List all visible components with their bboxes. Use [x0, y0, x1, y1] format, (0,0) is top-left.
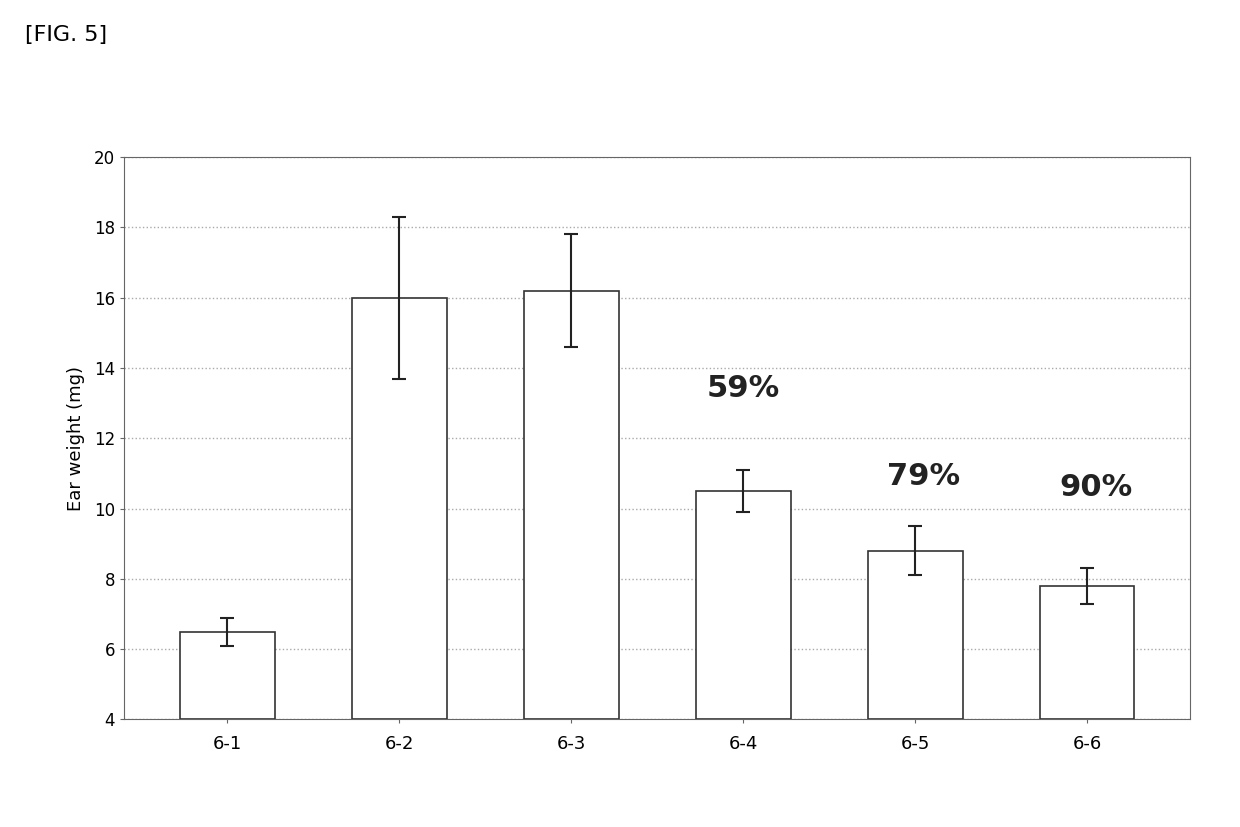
Bar	[696, 491, 791, 719]
Bar	[868, 551, 962, 719]
Bar	[180, 632, 274, 719]
Text: 59%: 59%	[707, 374, 780, 403]
Text: [FIG. 5]: [FIG. 5]	[25, 25, 107, 45]
Bar	[352, 298, 446, 719]
Text: 79%: 79%	[888, 462, 960, 491]
Bar	[523, 291, 619, 719]
Y-axis label: Ear weight (mg): Ear weight (mg)	[67, 366, 86, 511]
Bar	[1040, 586, 1135, 719]
Text: 90%: 90%	[1059, 472, 1132, 501]
